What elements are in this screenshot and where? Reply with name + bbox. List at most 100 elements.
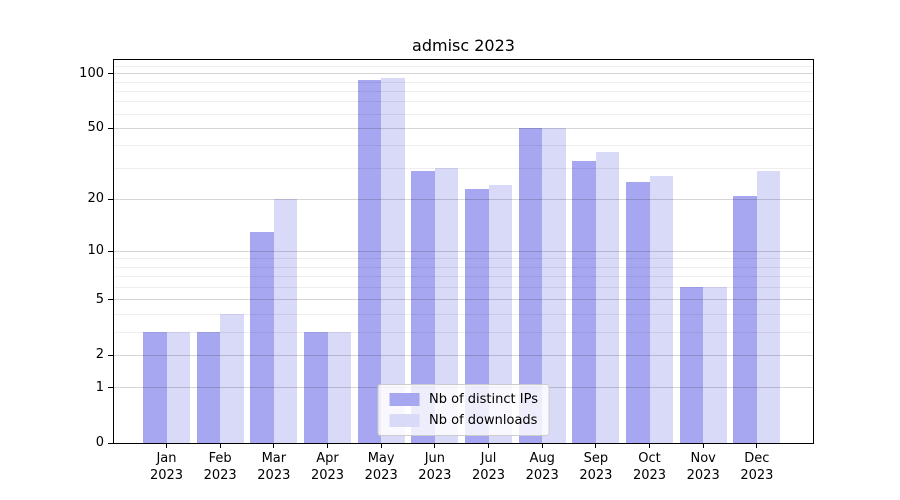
x-tick-mark-aug	[541, 443, 543, 448]
x-tick-year: 2023	[525, 468, 559, 483]
x-tick-month: Sep	[583, 451, 609, 466]
x-tick-year: 2023	[418, 468, 452, 483]
bar-distinct-ips-oct	[626, 182, 650, 443]
bar-distinct-ips-nov	[679, 287, 704, 443]
x-tick-month: Feb	[208, 451, 232, 466]
bar-distinct-ips-jul	[465, 188, 489, 443]
x-tick-label-mar: Mar 2023	[234, 450, 314, 484]
minor-gridline-30	[114, 167, 813, 169]
x-tick-year: 2023	[632, 468, 667, 483]
major-gridline-10	[114, 250, 813, 252]
bar-downloads-may	[381, 77, 405, 443]
x-tick-mark-dec	[756, 443, 758, 448]
y-tick-mark-0	[108, 442, 113, 444]
x-tick-month: Mar	[261, 451, 287, 466]
x-tick-mark-may	[380, 443, 382, 448]
x-tick-month: Jul	[480, 451, 497, 466]
x-tick-label-dec: Dec 2023	[717, 450, 797, 484]
x-tick-label-sep: Sep 2023	[556, 450, 636, 484]
x-tick-year: 2023	[686, 468, 720, 483]
legend-item-distinct-ips: Nb of distinct IPs	[389, 392, 538, 407]
major-gridline-5	[114, 299, 813, 301]
x-tick-month: Nov	[690, 451, 716, 466]
minor-gridline-40	[114, 145, 813, 147]
x-tick-mark-jul	[488, 443, 490, 448]
x-tick-label-jan: Jan 2023	[127, 450, 207, 484]
minor-gridline-6	[114, 286, 813, 288]
y-tick-label-10: 10	[87, 243, 104, 259]
legend-item-downloads: Nb of downloads	[389, 413, 538, 428]
plot-area: Nb of distinct IPs Nb of downloads	[113, 59, 814, 444]
y-tick-mark-2	[108, 354, 113, 356]
x-tick-mark-sep	[595, 443, 597, 448]
legend-label-distinct-ips: Nb of distinct IPs	[429, 392, 538, 407]
legend: Nb of distinct IPs Nb of downloads	[377, 384, 550, 436]
bar-downloads-jan	[166, 332, 190, 443]
bar-distinct-ips-mar	[250, 231, 274, 443]
y-tick-label-2: 2	[95, 347, 104, 363]
minor-gridline-110	[114, 65, 813, 67]
y-tick-label-1: 1	[95, 379, 104, 395]
minor-gridline-80	[114, 90, 813, 92]
bar-distinct-ips-jun	[411, 170, 435, 443]
x-tick-mark-feb	[219, 443, 221, 448]
bar-distinct-ips-jan	[143, 332, 167, 443]
x-tick-month: Dec	[744, 451, 770, 466]
y-tick-mark-50	[108, 127, 113, 129]
bar-distinct-ips-may	[357, 79, 382, 443]
y-tick-mark-1	[108, 387, 113, 389]
x-tick-month: Jun	[424, 451, 445, 466]
x-tick-month: May	[367, 451, 395, 466]
x-tick-year: 2023	[364, 468, 398, 483]
chart-title: admisc 2023	[412, 36, 515, 55]
x-tick-label-oct: Oct 2023	[610, 450, 690, 484]
minor-gridline-7	[114, 276, 813, 278]
minor-gridline-9	[114, 258, 813, 260]
major-gridline-20	[114, 198, 813, 200]
y-tick-mark-20	[108, 198, 113, 200]
x-tick-month: Apr	[316, 451, 339, 466]
bar-distinct-ips-feb	[196, 332, 221, 443]
bar-downloads-aug	[542, 128, 566, 443]
y-tick-mark-10	[108, 250, 113, 252]
bar-downloads-feb	[220, 314, 244, 443]
x-tick-month: Jan	[156, 451, 177, 466]
minor-gridline-4	[114, 313, 813, 315]
legend-swatch-downloads	[389, 414, 420, 427]
minor-gridline-8	[114, 266, 813, 268]
bar-distinct-ips-dec	[733, 195, 757, 443]
x-tick-year: 2023	[203, 468, 237, 483]
bar-downloads-sep	[595, 151, 620, 443]
minor-gridline-60	[114, 113, 813, 115]
bar-downloads-jun	[434, 168, 459, 443]
x-tick-year: 2023	[740, 468, 774, 483]
x-tick-year: 2023	[579, 468, 613, 483]
y-tick-mark-100	[108, 73, 113, 75]
x-tick-mark-oct	[649, 443, 651, 448]
x-tick-label-nov: Nov 2023	[663, 450, 743, 484]
x-tick-label-may: May 2023	[341, 450, 421, 484]
bar-downloads-dec	[756, 170, 781, 443]
bar-downloads-apr	[327, 332, 351, 443]
major-gridline-2	[114, 354, 813, 356]
minor-gridline-3	[114, 331, 813, 333]
major-gridline-50	[114, 127, 813, 129]
x-tick-year: 2023	[310, 468, 345, 483]
y-tick-label-50: 50	[87, 120, 104, 136]
bar-distinct-ips-aug	[518, 128, 543, 443]
bar-distinct-ips-sep	[572, 160, 596, 443]
x-tick-month: Aug	[529, 451, 555, 466]
y-tick-label-100: 100	[79, 65, 104, 81]
bar-downloads-jul	[488, 185, 513, 443]
y-tick-label-5: 5	[95, 291, 104, 307]
x-tick-label-jul: Jul 2023	[449, 450, 529, 484]
x-tick-mark-apr	[327, 443, 328, 448]
x-tick-year: 2023	[149, 468, 184, 483]
x-tick-mark-nov	[702, 443, 704, 448]
x-tick-month: Oct	[638, 451, 661, 466]
x-tick-label-jun: Jun 2023	[395, 450, 475, 484]
y-tick-mark-5	[108, 299, 113, 301]
x-tick-year: 2023	[471, 468, 506, 483]
bar-distinct-ips-apr	[304, 332, 328, 443]
